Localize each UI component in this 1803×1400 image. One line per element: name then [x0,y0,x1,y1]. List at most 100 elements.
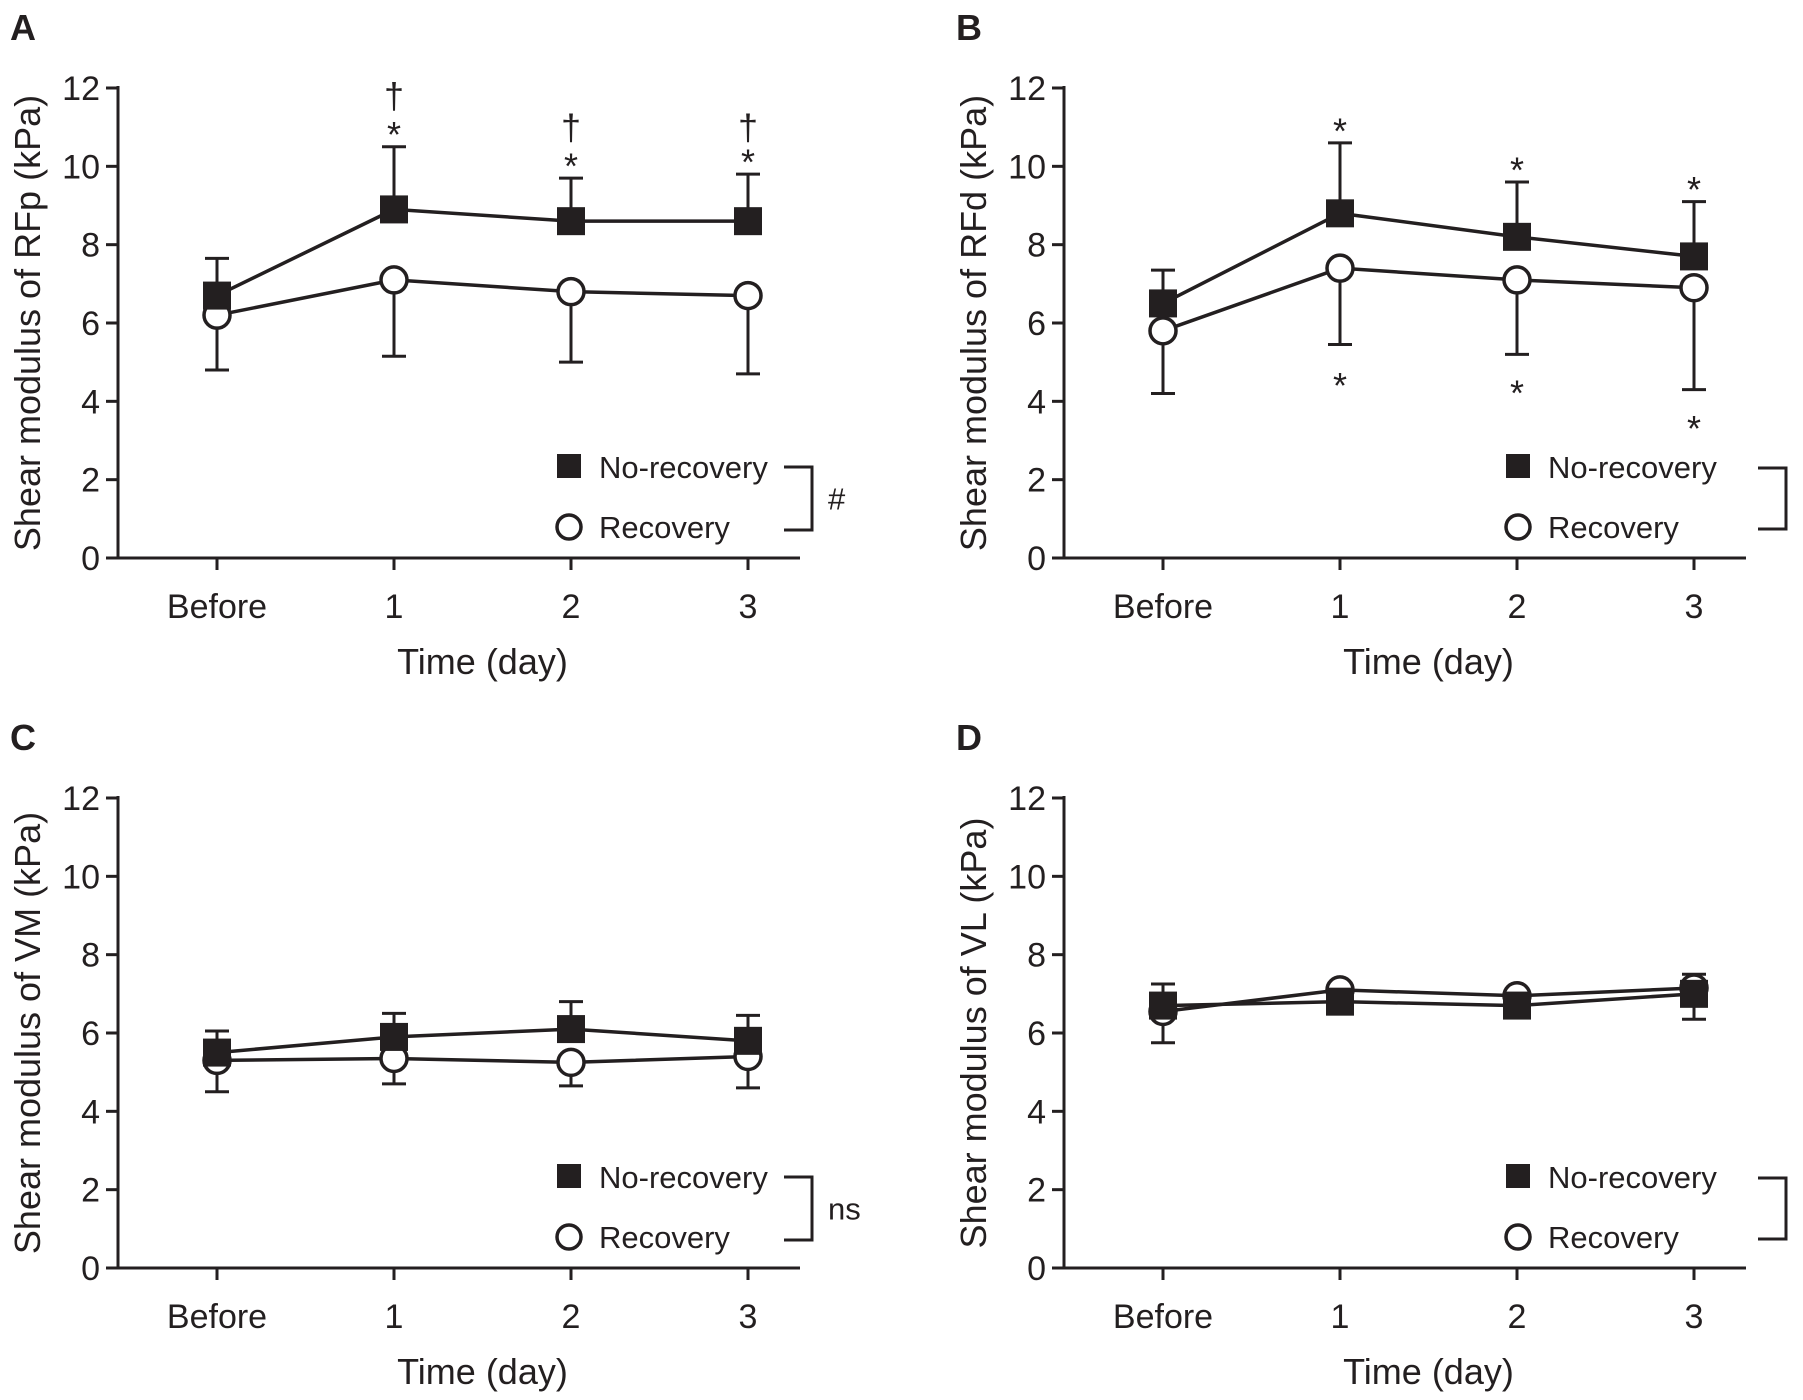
x-tick-label: 2 [1508,588,1527,626]
y-tick-label: 2 [1027,1172,1046,1210]
series-line-no-recovery [1162,992,1695,1008]
significance-dagger: † [384,75,404,116]
x-axis-title: Time (day) [397,1351,568,1392]
x-tick-label: Before [1113,1298,1213,1336]
x-tick-label: Before [1113,588,1213,626]
data-point-recovery [556,1047,586,1078]
legend-label-no-recovery: No-recovery [599,450,768,485]
y-tick-label: 10 [1008,148,1046,186]
legend-marker-recovery [555,1223,583,1251]
legend-label-no-recovery: No-recovery [1548,450,1717,485]
legend: No-recovery Recovery [1504,1160,1717,1255]
legend-label-recovery: Recovery [1548,510,1679,545]
significance-dagger: † [561,106,581,147]
x-tick-label: 1 [385,588,404,626]
y-tick-label: 12 [1008,70,1046,108]
y-tick-label: 4 [1027,1093,1046,1131]
y-tick-label: 0 [81,1250,100,1288]
data-point-no-recovery [1503,222,1531,251]
x-tick-label: 3 [739,588,758,626]
significance-bracket [784,1175,814,1242]
data-point-no-recovery [380,195,408,224]
data-point-no-recovery [1149,991,1177,1020]
legend: No-recovery Recovery [555,450,768,545]
y-tick-label: 2 [81,462,100,500]
x-tick-label: 2 [562,1298,581,1336]
significance-asterisk: * [1510,373,1524,414]
series-line-recovery [216,278,749,317]
legend-label-no-recovery: No-recovery [599,1160,768,1195]
data-point-no-recovery [203,281,231,310]
y-tick-label: 0 [1027,1250,1046,1288]
legend: No-recovery Recovery [555,1160,768,1255]
y-tick-label: 8 [1027,227,1046,265]
legend-label-recovery: Recovery [599,1220,730,1255]
y-tick-label: 12 [62,780,100,818]
y-tick-label: 10 [62,148,100,186]
y-tick-label: 6 [81,1015,100,1053]
x-tick-label: 1 [1331,588,1350,626]
data-point-no-recovery [1326,987,1354,1016]
data-point-recovery [1325,253,1355,283]
y-tick-label: 6 [1027,1015,1046,1053]
y-tick-label: 4 [81,1093,100,1131]
y-tick-label: 4 [1027,383,1046,421]
significance-asterisk: * [1333,110,1347,151]
legend-marker-recovery [555,513,583,541]
significance-dagger: † [738,106,758,147]
y-tick-label: 12 [1008,780,1046,818]
data-point-no-recovery [734,207,762,236]
significance-asterisk: * [741,142,755,183]
data-point-no-recovery [1680,242,1708,271]
y-tick-label: 10 [1008,858,1046,896]
x-tick-label: 2 [562,588,581,626]
significance-bracket [1758,1176,1788,1241]
data-point-recovery [556,276,586,307]
y-tick-label: 8 [81,227,100,265]
y-tick-label: 10 [62,858,100,896]
legend-marker-no-recovery [1506,1164,1530,1188]
y-tick-label: 6 [81,305,100,343]
significance-bracket [784,465,814,532]
y-tick-label: 0 [1027,540,1046,578]
x-tick-label: Before [167,1298,267,1336]
x-tick-label: 3 [739,1298,758,1336]
legend-marker-no-recovery [557,454,581,478]
panel-letter: B [956,7,982,48]
y-axis-title: Shear modulus of VL (kPa) [953,818,994,1249]
legend-label-no-recovery: No-recovery [1548,1160,1717,1195]
data-point-recovery [379,265,409,295]
data-point-recovery [1148,316,1178,346]
x-tick-label: Before [167,588,267,626]
x-tick-label: 1 [1331,1298,1350,1336]
bracket-label: # [828,482,846,517]
y-tick-label: 12 [62,70,100,108]
legend: No-recovery Recovery [1504,450,1717,545]
significance-asterisk: * [1687,169,1701,210]
x-axis-title: Time (day) [397,641,568,682]
legend-marker-no-recovery [1506,454,1530,478]
y-tick-label: 0 [81,540,100,578]
data-point-no-recovery [557,1015,585,1044]
x-axis-title: Time (day) [1343,641,1514,682]
data-point-no-recovery [557,207,585,236]
y-axis-title: Shear modulus of VM (kPa) [7,812,48,1254]
y-tick-label: 2 [1027,462,1046,500]
panel-letter: C [10,717,36,758]
legend-label-recovery: Recovery [1548,1220,1679,1255]
significance-asterisk: * [1333,365,1347,406]
data-point-recovery [1679,273,1709,303]
series-line-recovery [1162,986,1695,1014]
significance-asterisk: * [387,114,401,155]
x-tick-label: 3 [1685,588,1704,626]
series-line-no-recovery [216,1027,749,1055]
y-tick-label: 6 [1027,305,1046,343]
data-point-no-recovery [1326,199,1354,228]
x-tick-label: 3 [1685,1298,1704,1336]
y-tick-label: 8 [1027,937,1046,975]
legend-label-recovery: Recovery [599,510,730,545]
panel-letter: D [956,717,982,758]
y-tick-label: 8 [81,937,100,975]
x-tick-label: 2 [1508,1298,1527,1336]
